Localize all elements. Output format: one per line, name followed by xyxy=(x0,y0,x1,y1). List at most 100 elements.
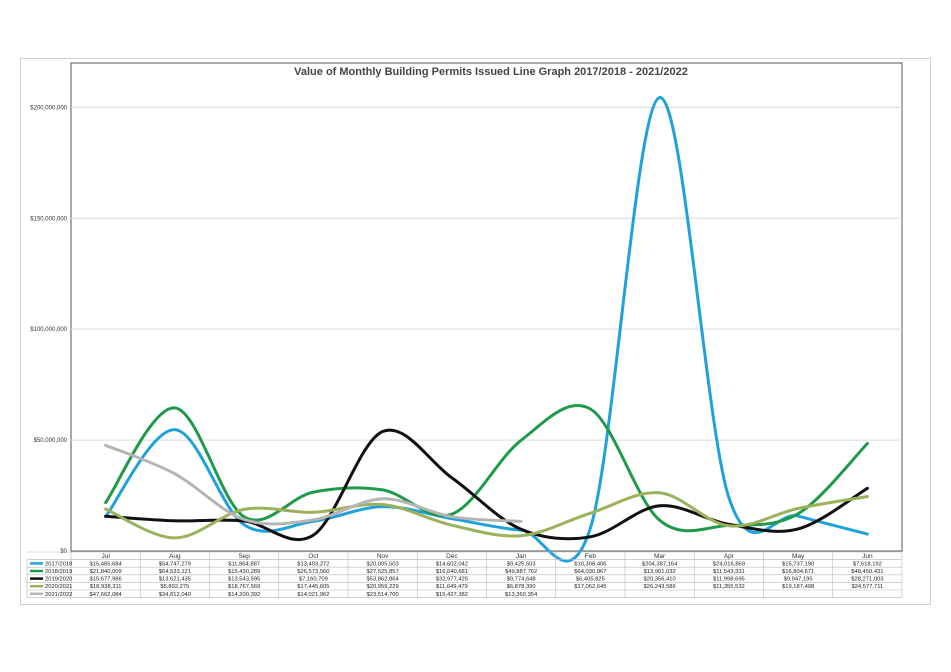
data-label: $6,878,390 xyxy=(507,584,536,590)
data-label: $13,360,354 xyxy=(505,592,538,598)
data-point xyxy=(866,495,869,498)
data-label: $15,677,986 xyxy=(90,577,122,583)
data-point xyxy=(174,472,176,475)
data-label: $64,533,121 xyxy=(159,569,191,575)
data-label: $20,959,229 xyxy=(367,584,399,590)
legend-label: 2017/2018 xyxy=(45,561,72,567)
data-label: $20,356,410 xyxy=(644,577,676,583)
data-point xyxy=(728,496,730,499)
x-tick-label: Apr xyxy=(724,553,735,560)
x-tick-label: May xyxy=(792,553,805,560)
data-label: $5,892,275 xyxy=(160,584,189,590)
data-label: $13,621,435 xyxy=(159,577,191,583)
x-tick-label: Aug xyxy=(169,553,181,560)
data-point xyxy=(728,525,730,527)
data-label: $26,243,586 xyxy=(644,584,676,590)
data-point xyxy=(381,498,384,500)
data-point xyxy=(658,491,661,494)
data-point xyxy=(104,515,107,518)
data-label: $53,862,864 xyxy=(367,577,400,583)
y-tick-label: $100,000,000 xyxy=(30,327,67,333)
data-label: $64,030,867 xyxy=(574,569,606,575)
x-tick-label: Jul xyxy=(101,553,110,560)
data-point xyxy=(520,528,522,531)
data-label: $18,938,311 xyxy=(90,584,122,590)
data-point xyxy=(451,515,453,518)
chart-frame: Value of Monthly Building Permits Issued… xyxy=(20,58,931,605)
data-point xyxy=(312,511,315,514)
data-point xyxy=(174,519,176,522)
data-point xyxy=(381,503,384,506)
data-point xyxy=(658,96,661,99)
data-point xyxy=(797,528,799,530)
data-point xyxy=(174,537,176,539)
data-label: $7,160,709 xyxy=(299,577,328,583)
data-label: $15,485,684 xyxy=(90,561,123,567)
data-point xyxy=(312,519,315,521)
data-label: $11,998,695 xyxy=(713,577,745,583)
data-point xyxy=(381,430,384,433)
data-label: $16,640,681 xyxy=(436,569,468,575)
data-point xyxy=(589,512,592,514)
data-label: $14,602,042 xyxy=(436,561,468,567)
data-point xyxy=(658,505,661,507)
x-tick-label: Oct xyxy=(308,553,318,560)
data-label: $26,573,560 xyxy=(297,569,329,575)
data-point xyxy=(174,428,176,431)
data-label: $49,887,762 xyxy=(505,569,537,575)
legend-label: 2018/2019 xyxy=(45,569,72,575)
data-label: $24,016,869 xyxy=(713,561,745,567)
data-label: $48,450,431 xyxy=(851,569,883,575)
data-point xyxy=(312,491,315,493)
data-label: $14,021,962 xyxy=(297,592,329,598)
data-label: $15,430,289 xyxy=(228,569,260,575)
data-label: $10,308,406 xyxy=(574,561,606,567)
data-point xyxy=(589,527,592,529)
data-point xyxy=(104,444,107,447)
data-point xyxy=(797,512,799,515)
data-label: $15,427,382 xyxy=(436,592,468,598)
data-label: $18,767,569 xyxy=(228,584,260,590)
data-point xyxy=(658,519,661,521)
chart-title: Value of Monthly Building Permits Issued… xyxy=(294,66,688,78)
data-label: $19,187,498 xyxy=(782,584,814,590)
data-label: $23,514,700 xyxy=(367,592,399,598)
data-label: $6,405,825 xyxy=(576,577,605,583)
y-tick-label: $200,000,000 xyxy=(30,105,67,111)
data-point xyxy=(451,513,453,515)
data-label: $9,947,195 xyxy=(784,577,813,583)
data-label: $9,425,503 xyxy=(507,561,536,567)
x-tick-label: Dec xyxy=(446,553,458,560)
data-point xyxy=(451,477,453,479)
data-label: $13,403,272 xyxy=(297,561,329,567)
data-point xyxy=(520,534,522,537)
data-point xyxy=(104,501,107,504)
data-label: $11,355,532 xyxy=(713,584,745,590)
data-point xyxy=(866,487,869,490)
legend-label: 2019/2020 xyxy=(45,577,72,583)
data-point xyxy=(797,515,799,517)
data-label: $17,445,605 xyxy=(297,584,329,590)
y-tick-label: $150,000,000 xyxy=(30,216,67,222)
data-label: $54,747,279 xyxy=(159,561,191,567)
data-label: $11,543,331 xyxy=(713,569,745,575)
data-label: $16,804,671 xyxy=(782,569,814,575)
data-label: $11,864,887 xyxy=(228,561,260,567)
data-label: $17,062,645 xyxy=(574,584,606,590)
data-label: $28,271,003 xyxy=(851,577,883,583)
plot-area xyxy=(70,62,903,552)
x-tick-label: Jan xyxy=(516,553,527,560)
data-label: $11,649,479 xyxy=(436,584,468,590)
data-point xyxy=(520,520,522,523)
data-point xyxy=(797,507,799,510)
data-point xyxy=(589,535,592,538)
data-label: $20,005,503 xyxy=(367,561,399,567)
data-label: $7,618,192 xyxy=(853,561,882,567)
data-point xyxy=(243,523,245,526)
data-point xyxy=(451,524,453,526)
data-label: $15,737,190 xyxy=(782,561,814,567)
y-tick-label: $50,000,000 xyxy=(34,438,68,444)
data-label: $34,812,040 xyxy=(159,592,191,598)
data-point xyxy=(243,515,245,518)
data-point xyxy=(381,489,384,491)
